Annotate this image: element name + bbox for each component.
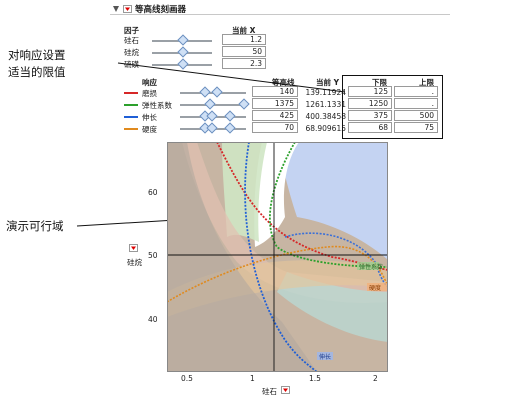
x-axis-menu-icon[interactable] bbox=[281, 386, 290, 394]
legend-line-wear bbox=[124, 92, 138, 94]
legend-line-elongation bbox=[124, 116, 138, 118]
current-y-value: 400.38458 bbox=[305, 112, 346, 121]
current-y-value: 68.909615 bbox=[305, 124, 346, 133]
y-tick-label: 50 bbox=[148, 251, 158, 260]
lower-limit-input[interactable]: 1250 bbox=[348, 98, 392, 109]
slider-handle-icon[interactable] bbox=[177, 58, 189, 70]
callout-feasible: 演示可行域 bbox=[6, 219, 64, 233]
factor-name: 硅烷 bbox=[124, 48, 139, 57]
region-elongation-shade bbox=[277, 142, 388, 260]
callout-limits: 对响应设置 适当的限值 bbox=[8, 48, 66, 79]
response-name: 伸长 bbox=[142, 113, 157, 122]
red-triangle-menu-icon[interactable] bbox=[123, 5, 132, 13]
lower-limit-input[interactable]: 68 bbox=[348, 122, 392, 133]
curve-label-hardness: 硬度 bbox=[369, 284, 381, 292]
legend-line-modulus bbox=[124, 104, 138, 106]
slider-handle-icon[interactable] bbox=[224, 122, 236, 134]
x-tick-label: 1 bbox=[250, 374, 255, 383]
y-axis-menu-icon[interactable] bbox=[129, 244, 138, 252]
slider-handle-icon[interactable] bbox=[211, 86, 223, 98]
response-name: 磨损 bbox=[142, 89, 157, 98]
current-y-value: 139.11924 bbox=[305, 88, 346, 97]
curve-label-bg bbox=[357, 262, 379, 270]
x-tick-label: 1.5 bbox=[309, 374, 321, 383]
slider-handle-icon[interactable] bbox=[177, 46, 189, 58]
upper-limit-input[interactable]: . bbox=[394, 86, 438, 97]
slider-handle-icon[interactable] bbox=[177, 34, 189, 46]
contour-value-input[interactable]: 425 bbox=[252, 110, 298, 121]
upper-limit-header: 上限 bbox=[419, 78, 434, 87]
contour-profiler-header[interactable]: 等高线刻画器 bbox=[112, 3, 186, 15]
y-axis-label: 硅烷 bbox=[127, 258, 142, 267]
lower-limit-input[interactable]: 125 bbox=[348, 86, 392, 97]
response-header: 响应 bbox=[142, 78, 157, 87]
upper-limit-input[interactable]: 500 bbox=[394, 110, 438, 121]
feasible-region bbox=[254, 142, 299, 247]
curve-hardness bbox=[167, 245, 388, 303]
disclosure-triangle-icon[interactable] bbox=[112, 5, 120, 13]
current-y-header: 当前 Y bbox=[316, 78, 340, 87]
slider-handle-icon[interactable] bbox=[204, 98, 216, 110]
contour-value-input[interactable]: 1375 bbox=[252, 98, 298, 109]
curve-label-modulus: 弹性系数 bbox=[359, 263, 383, 271]
contour-value-input[interactable]: 70 bbox=[252, 122, 298, 133]
lower-limit-input[interactable]: 375 bbox=[348, 110, 392, 121]
curve-elongation-upper bbox=[284, 232, 388, 288]
slider-handle-icon[interactable] bbox=[206, 110, 218, 122]
region-grey-shade bbox=[167, 142, 317, 372]
factor-header: 因子 bbox=[124, 26, 139, 35]
y-tick-label: 60 bbox=[148, 188, 158, 197]
slider-handle-icon[interactable] bbox=[224, 110, 236, 122]
factor-value-input[interactable]: 2.3 bbox=[222, 58, 266, 69]
curve-label-elongation: 伸长 bbox=[319, 353, 331, 361]
slider-handle-icon[interactable] bbox=[238, 98, 250, 110]
curve-modulus bbox=[269, 142, 388, 268]
panel-title: 等高线刻画器 bbox=[135, 5, 187, 15]
contour-value-input[interactable]: 140 bbox=[252, 86, 298, 97]
factor-value-input[interactable]: 1.2 bbox=[222, 34, 266, 45]
limits-highlight-box bbox=[342, 75, 443, 139]
current-y-value: 1261.1331 bbox=[305, 100, 346, 109]
response-name: 硬度 bbox=[142, 125, 157, 134]
upper-limit-input[interactable]: . bbox=[394, 98, 438, 109]
slider-handle-icon[interactable] bbox=[206, 122, 218, 134]
y-tick-label: 40 bbox=[148, 315, 158, 324]
current-x-header: 当前 X bbox=[232, 26, 256, 35]
factor-value-input[interactable]: 50 bbox=[222, 46, 266, 57]
curve-label-bg bbox=[317, 352, 333, 360]
x-axis-label: 硅石 bbox=[262, 387, 277, 396]
factor-name: 硫磺 bbox=[124, 60, 139, 69]
plot-frame bbox=[167, 142, 388, 372]
header-divider bbox=[110, 14, 450, 15]
lower-limit-header: 下限 bbox=[372, 78, 387, 87]
x-tick-label: 2 bbox=[373, 374, 378, 383]
upper-limit-input[interactable]: 75 bbox=[394, 122, 438, 133]
legend-line-hardness bbox=[124, 128, 138, 130]
x-tick-label: 0.5 bbox=[181, 374, 193, 383]
response-name: 弹性系数 bbox=[142, 101, 172, 110]
curve-label-bg bbox=[367, 283, 388, 291]
region-teal-shade bbox=[277, 272, 388, 342]
slider-handle-icon[interactable] bbox=[199, 86, 211, 98]
contour-plot[interactable]: 弹性系数 硬度 伸长 bbox=[167, 142, 388, 372]
factor-name: 硅石 bbox=[124, 36, 139, 45]
